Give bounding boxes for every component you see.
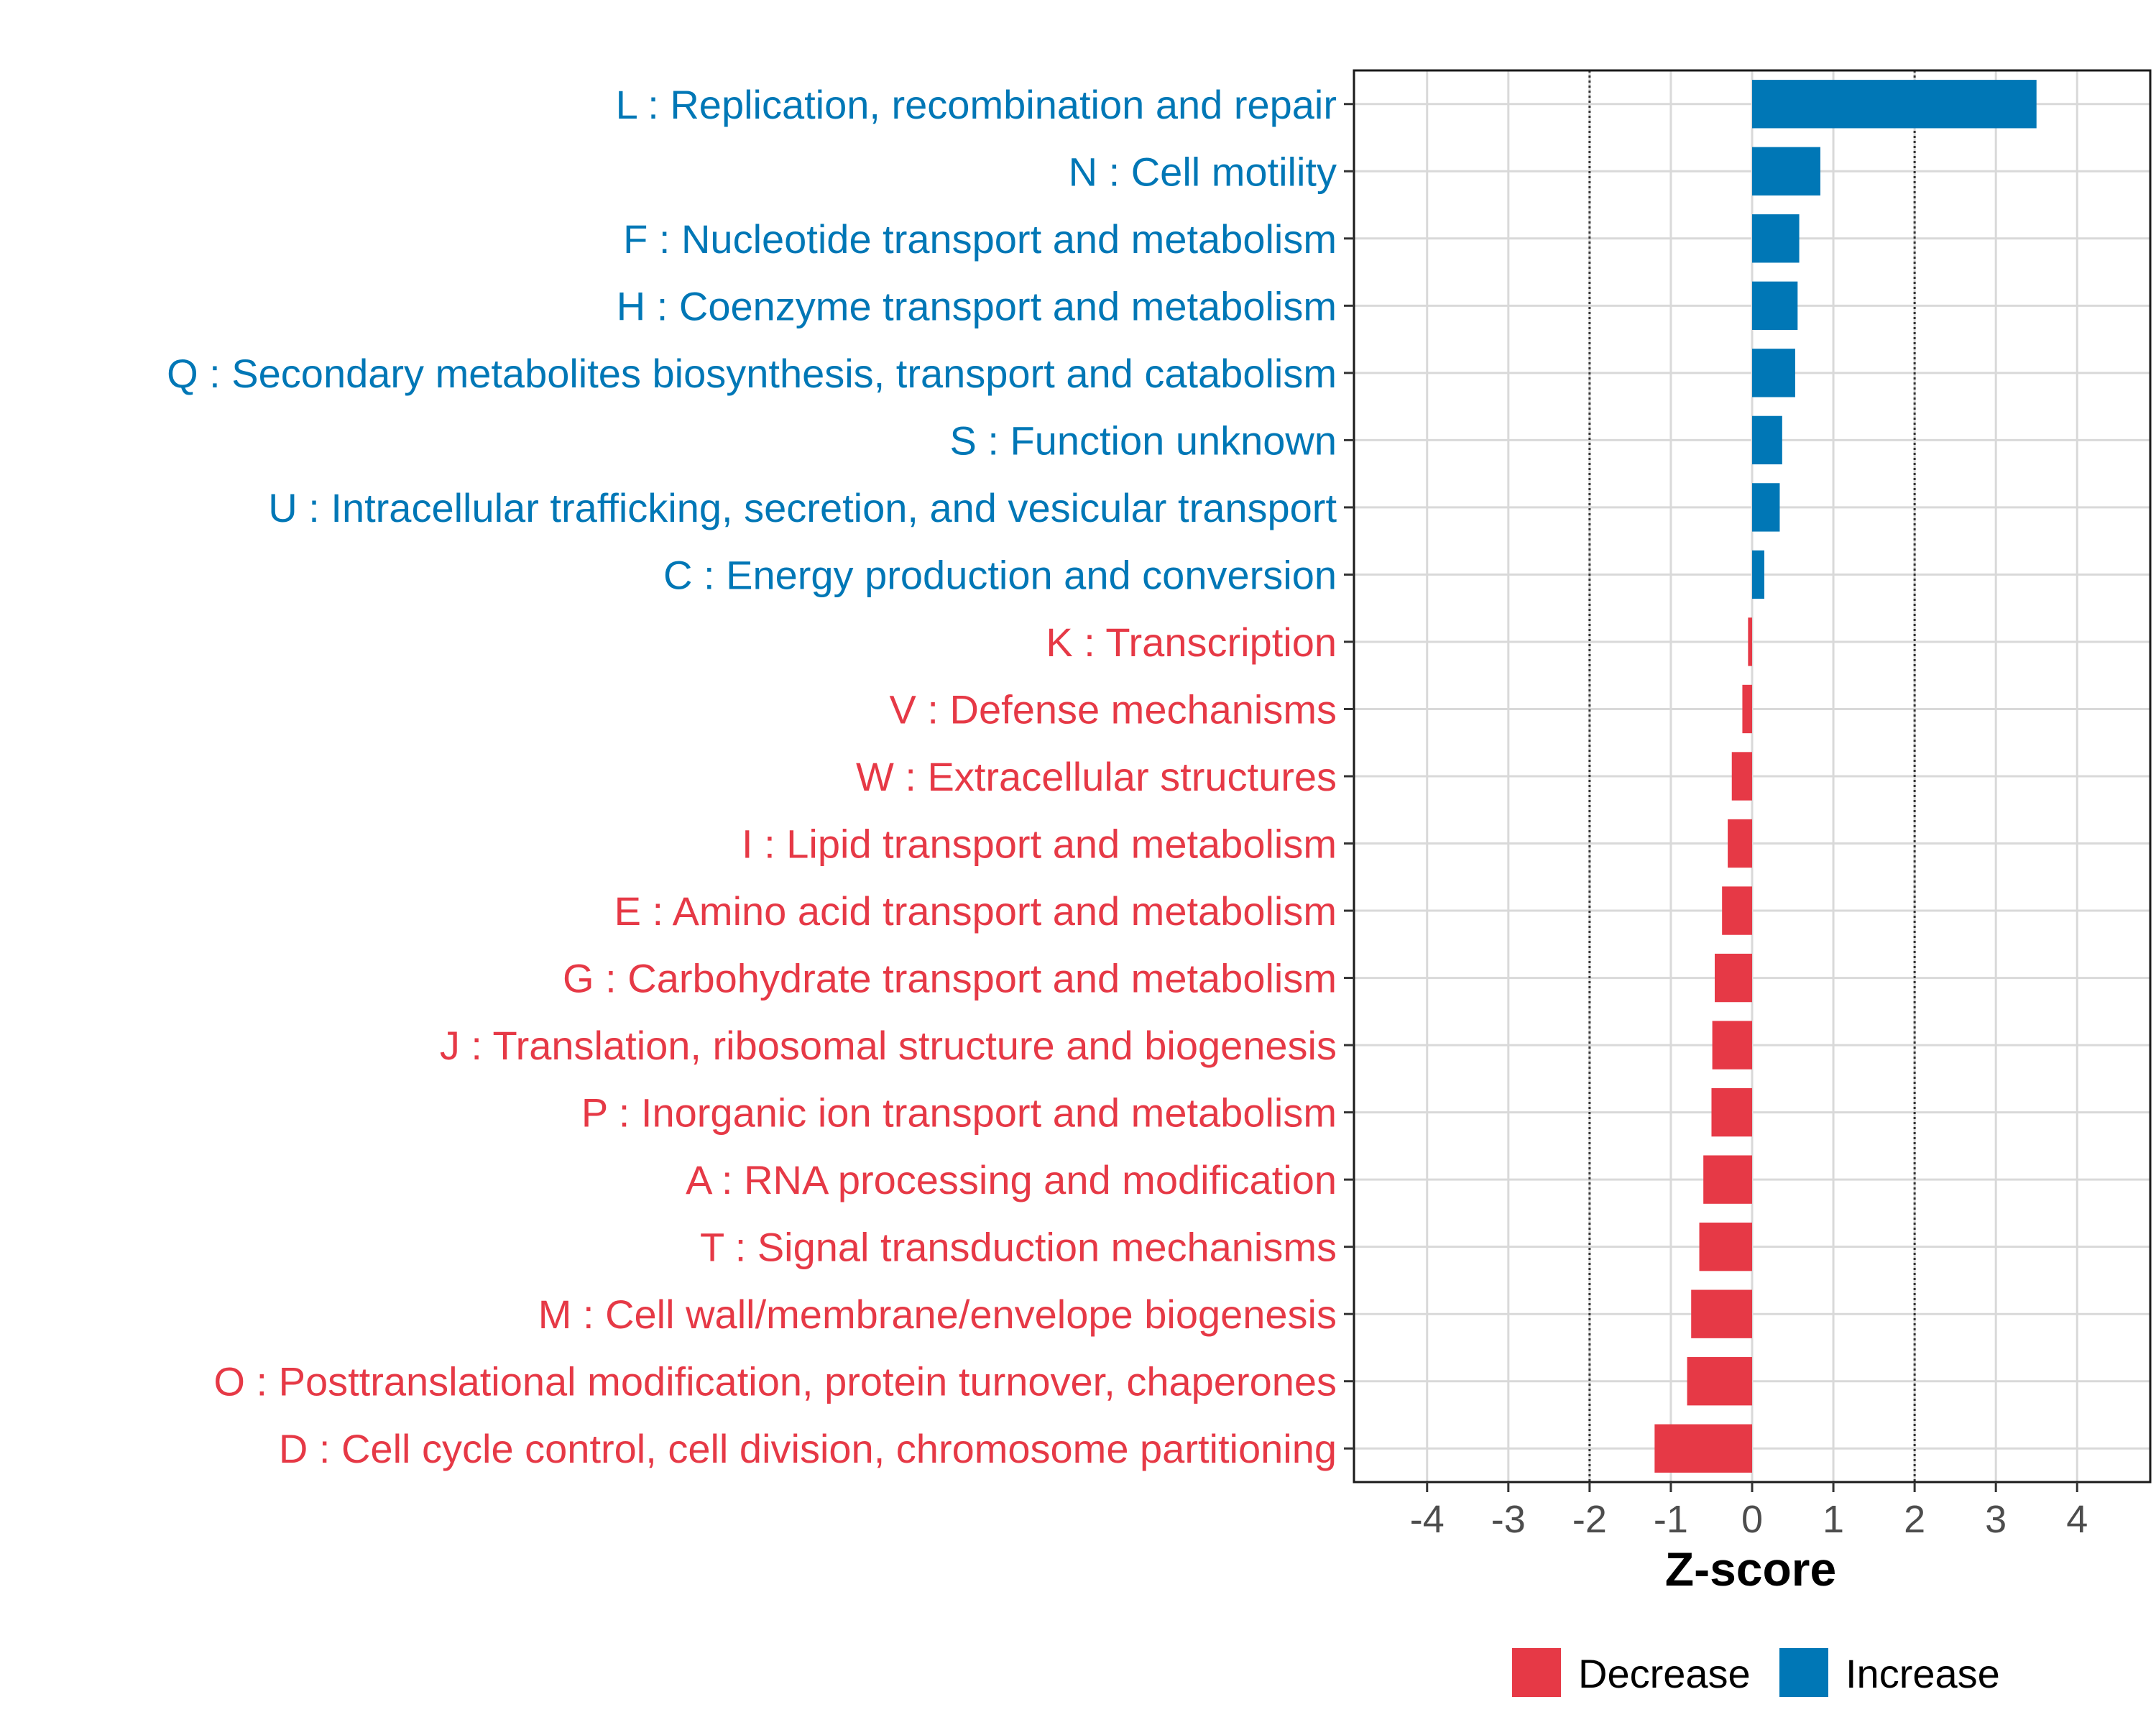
category-label: G : Carbohydrate transport and metabolis…	[563, 956, 1337, 1001]
x-tick-label: -1	[1654, 1498, 1688, 1541]
bar	[1748, 617, 1752, 666]
category-label: S : Function unknown	[949, 418, 1337, 463]
bar	[1752, 483, 1780, 532]
bar	[1752, 415, 1782, 465]
category-label: A : RNA processing and modification	[686, 1157, 1337, 1202]
bar	[1722, 886, 1752, 935]
bar	[1731, 752, 1752, 801]
bar	[1711, 1087, 1752, 1137]
x-tick-label: 1	[1823, 1498, 1844, 1541]
legend-swatch-decrease	[1512, 1648, 1561, 1697]
category-label: I : Lipid transport and metabolism	[742, 822, 1337, 867]
bar	[1703, 1155, 1752, 1204]
category-label: O : Posttranslational modification, prot…	[213, 1359, 1337, 1404]
x-tick-label: -2	[1572, 1498, 1607, 1541]
category-label: V : Defense mechanisms	[890, 686, 1337, 732]
x-tick-label: 3	[1985, 1498, 2007, 1541]
category-labels: L : Replication, recombination and repai…	[167, 82, 1337, 1471]
category-label: F : Nucleotide transport and metabolism	[623, 216, 1337, 262]
x-axis-ticks: -4 -3 -2 -1 0 1 2 3 4	[1410, 1482, 2088, 1541]
x-tick-label: 4	[2066, 1498, 2088, 1541]
y-axis-ticks	[1344, 103, 1354, 1450]
category-label: N : Cell motility	[1069, 149, 1337, 194]
category-label: C : Energy production and conversion	[663, 552, 1337, 597]
legend: Decrease Increase	[1512, 1648, 2000, 1697]
bar	[1712, 1021, 1752, 1070]
legend-label-increase: Increase	[1846, 1651, 2000, 1696]
category-label: W : Extracellular structures	[856, 754, 1337, 799]
category-label: U : Intracellular trafficking, secretion…	[268, 485, 1337, 530]
category-label: Q : Secondary metabolites biosynthesis, …	[167, 351, 1337, 396]
x-axis-title: Z-score	[1665, 1542, 1836, 1596]
bars	[1654, 80, 2037, 1473]
bar	[1728, 819, 1752, 868]
bar	[1752, 550, 1764, 599]
legend-swatch-increase	[1779, 1648, 1828, 1697]
bar	[1654, 1424, 1752, 1473]
category-label: K : Transcription	[1046, 620, 1337, 665]
category-label: J : Translation, ribosomal structure and…	[440, 1023, 1337, 1068]
bar	[1691, 1289, 1752, 1338]
category-label: L : Replication, recombination and repai…	[616, 82, 1337, 127]
bar	[1742, 684, 1752, 734]
category-label: M : Cell wall/membrane/envelope biogenes…	[538, 1292, 1337, 1337]
bar	[1687, 1357, 1752, 1406]
bar	[1752, 147, 1820, 196]
x-tick-label: 0	[1741, 1498, 1763, 1541]
bar	[1714, 953, 1752, 1003]
category-label: D : Cell cycle control, cell division, c…	[279, 1426, 1337, 1471]
category-label: H : Coenzyme transport and metabolism	[617, 283, 1337, 328]
category-label: P : Inorganic ion transport and metaboli…	[581, 1090, 1337, 1136]
x-tick-label: -3	[1491, 1498, 1526, 1541]
bar	[1752, 214, 1800, 263]
bar	[1699, 1222, 1752, 1271]
legend-label-decrease: Decrease	[1578, 1651, 1751, 1696]
bar	[1752, 349, 1795, 397]
x-tick-label: 2	[1904, 1498, 1925, 1541]
threshold-lines	[1588, 70, 1916, 1482]
bar	[1752, 80, 2037, 129]
category-label: T : Signal transduction mechanisms	[700, 1225, 1337, 1270]
bar	[1752, 281, 1798, 331]
category-label: E : Amino acid transport and metabolism	[614, 888, 1337, 934]
x-tick-label: -4	[1410, 1498, 1445, 1541]
